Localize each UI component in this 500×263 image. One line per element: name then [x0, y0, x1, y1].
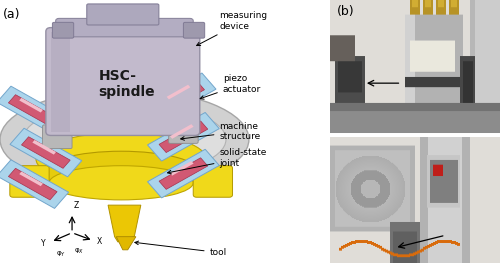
FancyBboxPatch shape: [52, 22, 74, 38]
Text: piezo
actuator: piezo actuator: [200, 74, 261, 99]
Polygon shape: [170, 161, 194, 176]
FancyBboxPatch shape: [56, 18, 193, 37]
Ellipse shape: [49, 166, 193, 200]
Polygon shape: [8, 168, 57, 200]
FancyBboxPatch shape: [87, 4, 159, 25]
Ellipse shape: [0, 89, 249, 189]
Polygon shape: [159, 121, 208, 153]
Polygon shape: [156, 82, 204, 113]
Text: machine
structure: machine structure: [180, 122, 260, 141]
Polygon shape: [32, 140, 56, 155]
Polygon shape: [8, 95, 57, 126]
Ellipse shape: [42, 151, 200, 193]
Polygon shape: [0, 86, 68, 135]
Polygon shape: [166, 85, 190, 99]
FancyBboxPatch shape: [184, 22, 204, 38]
Polygon shape: [20, 171, 43, 186]
Polygon shape: [148, 149, 220, 198]
Text: Z: Z: [74, 201, 79, 210]
FancyBboxPatch shape: [46, 28, 200, 135]
Polygon shape: [51, 32, 70, 132]
Ellipse shape: [36, 133, 206, 185]
Text: solid-state
joint: solid-state joint: [168, 148, 267, 174]
Polygon shape: [116, 237, 136, 250]
Text: φ$_X$: φ$_X$: [74, 247, 84, 256]
Polygon shape: [22, 137, 70, 168]
FancyBboxPatch shape: [168, 120, 198, 143]
Text: (a): (a): [4, 8, 21, 21]
Polygon shape: [159, 158, 208, 189]
FancyBboxPatch shape: [10, 166, 49, 197]
Text: HSC-
spindle: HSC- spindle: [98, 69, 155, 99]
Text: φ$_Y$: φ$_Y$: [56, 250, 66, 259]
Polygon shape: [144, 73, 216, 122]
FancyBboxPatch shape: [42, 125, 72, 149]
Ellipse shape: [23, 103, 226, 176]
Text: Y: Y: [41, 239, 46, 248]
Polygon shape: [148, 113, 220, 161]
Text: X: X: [96, 237, 102, 246]
Text: (b): (b): [337, 5, 354, 18]
Text: tool: tool: [135, 241, 227, 257]
Text: measuring
device: measuring device: [196, 11, 268, 45]
Polygon shape: [10, 128, 82, 177]
Polygon shape: [108, 205, 141, 242]
FancyBboxPatch shape: [193, 166, 232, 197]
Polygon shape: [0, 160, 68, 208]
Polygon shape: [20, 98, 43, 113]
Polygon shape: [170, 124, 194, 139]
